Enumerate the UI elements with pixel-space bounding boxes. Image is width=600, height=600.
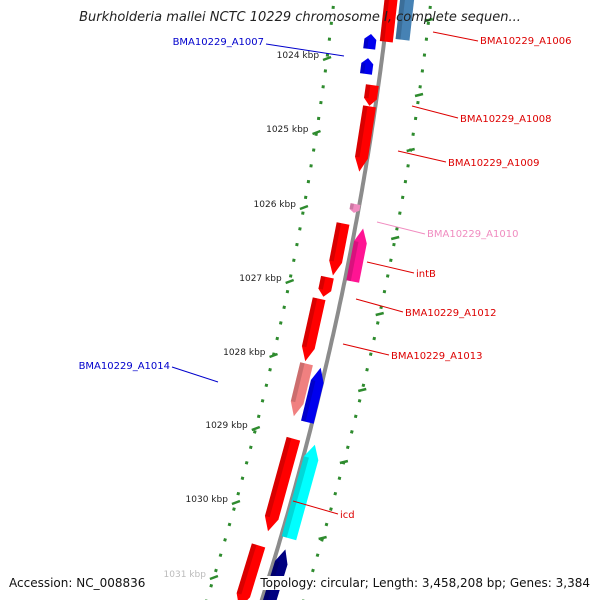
gene-label: BMA10229_A1013 (391, 351, 482, 362)
gene-label-leader-line (292, 500, 339, 515)
scale-tick-label: 1025 kbp (266, 125, 309, 135)
inner-ring-tick (339, 459, 349, 465)
gene-intb-arrow-shade (346, 240, 359, 282)
inner-ring-tick (390, 235, 400, 241)
gene-icd-arrow-shade (281, 456, 309, 538)
scale-tick-label: 1028 kbp (223, 348, 266, 358)
gene-red-icd-left-arrow-shade (264, 436, 292, 518)
gene-label-leader-line (366, 261, 415, 274)
gene-bma10229-a1007b-arrow-shade (360, 62, 366, 74)
scale-tick-mark (299, 204, 309, 211)
map-title: Burkholderia mallei NCTC 10229 chromosom… (79, 10, 521, 25)
gene-bma10229-a1014-arrow-shade (290, 362, 305, 403)
gene-label-leader-line (171, 366, 219, 383)
gene-bma10229-a1007b-arrow (360, 58, 374, 75)
inner-ring-tick (406, 147, 415, 153)
gene-red-1011-arrow-shade (329, 222, 342, 262)
gene-bma10229-a1009-arrow-shade (355, 105, 368, 158)
scale-tick-mark (269, 352, 278, 359)
inner-ring-tick (424, 17, 434, 23)
topology-summary: Topology: circular; Length: 3,458,208 bp… (258, 576, 590, 590)
gene-blue-1014b-arrow (301, 367, 324, 424)
gene-label: BMA10229_A1012 (405, 308, 496, 319)
gene-label: BMA10229_A1008 (460, 114, 551, 125)
gene-bma10229-a1012-arrow (318, 275, 334, 297)
gene-label: BMA10229_A1009 (448, 158, 539, 169)
scale-tick-label: 1026 kbp (254, 200, 297, 210)
gene-bma10229-a1006-arrow-shade (395, 0, 406, 40)
gene-bma10229-a1008-arrow-shade (364, 84, 371, 99)
scale-tick-mark (209, 574, 219, 581)
scale-tick-mark (251, 425, 261, 432)
scale-tick-label: 1024 kbp (277, 51, 320, 61)
gene-icd-arrow (281, 444, 319, 541)
gene-bma10229-a1006-arrow (395, 0, 415, 41)
gene-bma10229-a1012-arrow-shade (318, 275, 326, 290)
gene-red-1011-arrow (329, 222, 350, 276)
gene-bma10229-a1013-arrow-shade (301, 297, 318, 348)
scale-tick-label: 1029 kbp (205, 421, 248, 431)
gene-label-leader-line (355, 298, 404, 313)
scale-tick-mark (285, 278, 295, 285)
scale-tick-mark (231, 499, 241, 506)
gene-label-leader-line (397, 150, 447, 163)
gene-label: BMA10229_A1006 (480, 36, 571, 47)
gene-label: intB (416, 269, 436, 280)
gene-bma10229-a1014-arrow (290, 362, 313, 417)
scale-tick-label: 1031 kbp (164, 570, 207, 580)
gene-bma10229-a1007-arrow (363, 34, 377, 50)
gene-bma10229-a1010-arrow (349, 203, 361, 213)
gene-bma10229-a1006b-arrow (379, 0, 400, 43)
gene-bma10229-a1009-arrow (355, 105, 376, 172)
inner-ring-tick (375, 311, 385, 317)
inner-ring-tick (318, 535, 327, 541)
gene-red-bottom-arrow (236, 543, 266, 600)
gene-bma10229-a1013-arrow (301, 297, 326, 362)
scale-tick-mark (322, 55, 332, 62)
inner-ring-tick (357, 387, 367, 393)
scale-tick-mark (312, 129, 321, 136)
gene-bma10229-a1006b-arrow-shade (379, 0, 391, 42)
accession-label: Accession: NC_008836 (9, 576, 148, 590)
gene-blue-1014b-arrow-shade (301, 379, 316, 422)
gene-label-leader-line (342, 343, 390, 356)
gene-red-bottom-arrow-shade (236, 543, 257, 595)
gene-label-leader-line (411, 105, 459, 119)
gene-bma10229-a1007-arrow-shade (363, 38, 369, 49)
gene-intb-arrow (346, 228, 367, 283)
gene-red-icd-left-arrow (264, 436, 301, 532)
gene-label: icd (340, 510, 355, 521)
gene-label: BMA10229_A1010 (427, 229, 518, 240)
gene-label-leader-line (376, 221, 426, 235)
scale-tick-label: 1027 kbp (239, 274, 282, 284)
gene-label-leader-line (432, 31, 479, 42)
gene-label-leader-line (265, 43, 345, 57)
gene-label: BMA10229_A1014 (79, 361, 170, 372)
gene-label: BMA10229_A1007 (173, 37, 264, 48)
gene-bma10229-a1008-arrow (364, 84, 379, 106)
inner-ring-tick (414, 92, 424, 98)
scale-tick-label: 1030 kbp (186, 495, 229, 505)
gene-bma10229-a1010-arrow-shade (349, 203, 355, 210)
